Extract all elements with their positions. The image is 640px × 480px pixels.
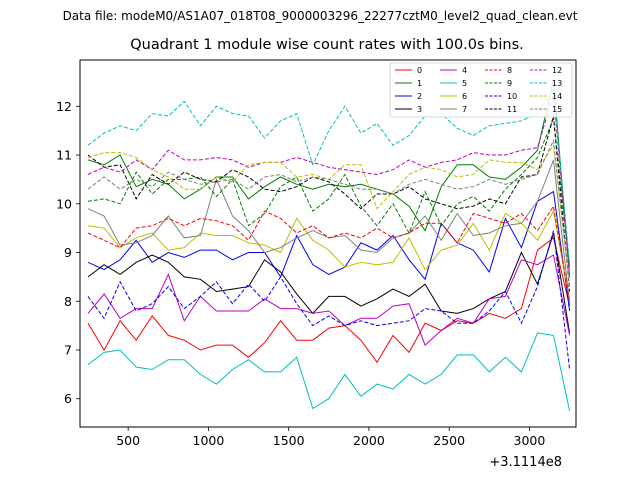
legend-label-0: 0 <box>417 66 422 75</box>
legend-box <box>389 62 573 118</box>
legend-label-7: 7 <box>462 105 467 114</box>
legend-label-2: 2 <box>417 92 422 101</box>
plot-area: 500 1000 1500 2000 2500 300067891011120123456… <box>56 59 577 448</box>
series-line-11 <box>87 115 571 292</box>
series-line-15 <box>87 138 571 287</box>
legend-label-6: 6 <box>462 92 467 101</box>
legend-label-12: 12 <box>552 66 562 75</box>
series-line-8 <box>87 204 571 302</box>
legend-label-9: 9 <box>507 79 512 88</box>
legend-label-10: 10 <box>507 92 517 101</box>
legend-label-13: 13 <box>552 79 562 88</box>
x-tick-label-1500: 1500 <box>273 433 305 448</box>
series-line-13 <box>87 87 571 265</box>
series-line-3 <box>87 232 571 333</box>
series-line-6 <box>87 209 571 302</box>
legend-label-5: 5 <box>462 79 467 88</box>
y-tick-label-6: 6 <box>64 391 72 406</box>
y-tick-label-11: 11 <box>56 148 72 163</box>
legend-label-14: 14 <box>552 92 562 101</box>
series-line-0 <box>87 237 571 364</box>
axes-frame <box>79 59 577 428</box>
legend-label-15: 15 <box>552 105 562 114</box>
series-line-9 <box>87 118 571 268</box>
y-tick-label-10: 10 <box>56 196 72 211</box>
x-axis-offset-label: +3.1114e8 <box>489 455 562 470</box>
y-tick-label-12: 12 <box>56 99 72 114</box>
legend-label-1: 1 <box>417 79 422 88</box>
x-tick-label-2500: 2500 <box>433 433 465 448</box>
y-tick-label-7: 7 <box>64 342 72 357</box>
x-tick-label-2000: 2000 <box>353 433 385 448</box>
x-tick-label-1000: 1000 <box>193 433 225 448</box>
series-line-2 <box>87 190 571 312</box>
series-line-10 <box>87 230 571 370</box>
legend-label-11: 11 <box>507 105 517 114</box>
series-line-14 <box>87 143 571 287</box>
legend-label-4: 4 <box>462 66 467 75</box>
x-tick-label-500: 500 <box>116 433 140 448</box>
series-line-12 <box>87 93 571 277</box>
series-line-4 <box>87 254 571 346</box>
y-tick-label-9: 9 <box>64 245 72 260</box>
y-tick-label-8: 8 <box>64 294 72 309</box>
x-tick-label-3000: 3000 <box>514 433 546 448</box>
figure-suptitle: Data file: modeM0/AS1A07_018T08_90000032… <box>63 9 578 23</box>
legend-label-3: 3 <box>417 105 422 114</box>
series-line-5 <box>87 332 571 412</box>
legend-label-8: 8 <box>507 66 512 75</box>
chart-title: Quadrant 1 module wise count rates with … <box>130 37 524 53</box>
